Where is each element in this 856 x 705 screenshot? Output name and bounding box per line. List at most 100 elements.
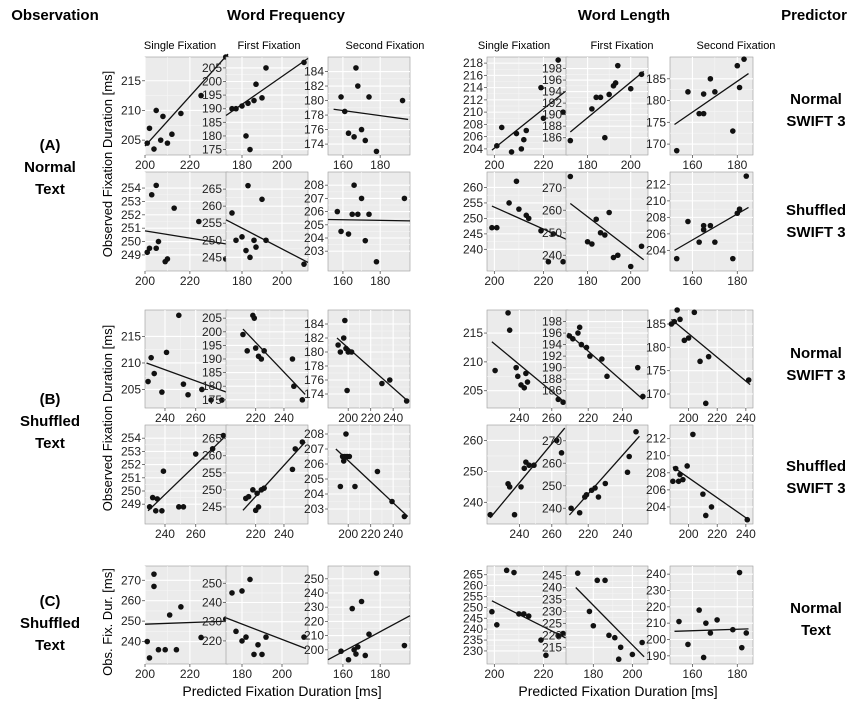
data-point: [261, 348, 267, 354]
data-point: [169, 131, 175, 138]
data-point: [220, 432, 227, 439]
y-tick-label: 206: [646, 227, 666, 241]
regression-line: [327, 218, 411, 222]
y-tick-label: 196: [542, 326, 562, 340]
data-point: [703, 620, 709, 626]
y-tick-label: 205: [463, 384, 483, 398]
x-tick-label: 220: [180, 274, 200, 288]
data-point: [610, 254, 617, 261]
data-point: [258, 356, 265, 362]
data-point: [700, 91, 707, 97]
y-tick-label: 245: [202, 250, 222, 264]
data-point: [521, 465, 528, 472]
data-point: [597, 229, 604, 236]
data-point: [575, 330, 581, 336]
data-point: [634, 364, 641, 371]
x-tick-label: 200: [135, 158, 155, 172]
y-tick-label: 260: [542, 456, 562, 470]
data-point: [247, 576, 253, 583]
y-tick-label: 195: [202, 338, 222, 352]
data-point: [401, 513, 408, 520]
data-point: [538, 637, 544, 643]
y-tick-label: 230: [542, 604, 562, 618]
y-tick-label: 240: [463, 622, 483, 636]
data-point: [736, 84, 743, 91]
data-point: [606, 209, 612, 216]
data-point: [684, 463, 690, 469]
x-axis-label-word-length: Predicted Fixation Duration [ms]: [518, 683, 717, 699]
data-point: [229, 590, 235, 596]
x-tick-label: 240: [509, 527, 529, 541]
data-point: [670, 478, 676, 485]
data-point: [744, 516, 751, 523]
row-group-c-line2: Text: [35, 637, 65, 654]
y-tick-label: 205: [121, 133, 141, 147]
y-tick-label: 249: [121, 248, 141, 262]
panel-r4-wl-single: 240 260 240 250 260: [463, 424, 569, 541]
data-point: [338, 648, 344, 655]
regression-line: [144, 620, 229, 625]
row-group-b-letter: (B): [40, 391, 61, 408]
data-point: [492, 367, 498, 374]
data-point: [700, 110, 707, 117]
data-point: [146, 655, 153, 661]
data-point: [153, 107, 160, 114]
y-tick-label: 265: [202, 182, 222, 196]
data-point: [743, 630, 750, 636]
panel-r2-wl-second: 160 180 204 206 208 210 212: [646, 171, 754, 288]
data-point: [516, 611, 522, 617]
data-point: [567, 137, 574, 144]
x-tick-label: 240: [612, 411, 632, 425]
y-tick-label: 180: [646, 94, 666, 108]
y-tick-label: 230: [646, 584, 666, 598]
data-point: [640, 393, 646, 400]
header-predictor: Predictor: [781, 7, 847, 24]
data-point: [261, 485, 267, 491]
x-tick-label: 240: [155, 527, 175, 541]
y-tick-label: 215: [542, 640, 562, 654]
y-tick-label: 175: [646, 364, 666, 378]
predictor-row5-line1: Normal: [790, 600, 842, 617]
data-point: [696, 110, 702, 117]
data-point: [152, 508, 159, 514]
data-point: [545, 258, 552, 265]
x-tick-label: 180: [727, 274, 747, 288]
y-tick-label: 235: [542, 592, 562, 606]
data-point: [676, 618, 682, 625]
data-point: [560, 399, 566, 406]
data-point: [358, 126, 365, 133]
data-point: [247, 254, 253, 261]
data-point: [154, 496, 161, 502]
data-point: [243, 247, 249, 254]
panel-r5-wf-single: 200 220 240 250 260 270: [121, 565, 229, 681]
data-point: [707, 222, 714, 229]
y-tick-label: 240: [463, 242, 483, 256]
y-tick-label: 180: [202, 379, 222, 393]
y-axis-label-b: Observed Fixation Duration [ms]: [100, 325, 115, 511]
row-group-a-letter: (A): [40, 137, 61, 154]
data-point: [233, 628, 239, 635]
predictor-row1-line1: Normal: [790, 91, 842, 108]
x-tick-label: 200: [484, 667, 504, 681]
data-point: [675, 478, 682, 485]
data-point: [341, 108, 348, 115]
y-tick-label: 180: [202, 129, 222, 143]
data-point: [291, 383, 297, 390]
y-tick-label: 250: [463, 211, 483, 225]
data-point: [335, 342, 341, 348]
x-tick-label: 180: [232, 274, 252, 288]
x-tick-label: 160: [333, 158, 353, 172]
x-tick-label: 260: [186, 411, 206, 425]
row-group-b-line2: Text: [35, 435, 65, 452]
x-tick-label: 200: [272, 274, 292, 288]
data-point: [714, 617, 720, 623]
y-tick-label: 182: [304, 331, 324, 345]
y-tick-label: 216: [463, 68, 483, 82]
row-group-c-line1: Shuffled: [20, 615, 80, 632]
data-point: [612, 634, 618, 641]
data-point: [700, 654, 707, 661]
